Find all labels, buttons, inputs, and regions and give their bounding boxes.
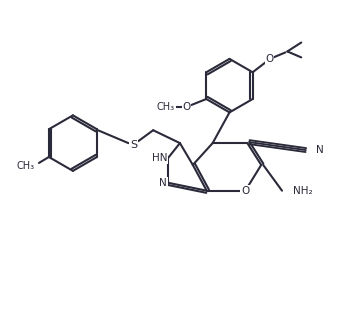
Text: O: O [182,102,191,112]
Text: S: S [130,140,137,150]
Text: CH₃: CH₃ [157,102,175,112]
Text: NH₂: NH₂ [293,186,312,196]
Text: O: O [265,54,274,64]
Text: O: O [241,186,249,196]
Text: N: N [316,145,324,155]
Text: N: N [159,178,167,188]
Text: CH₃: CH₃ [17,161,35,171]
Text: HN: HN [152,153,167,163]
